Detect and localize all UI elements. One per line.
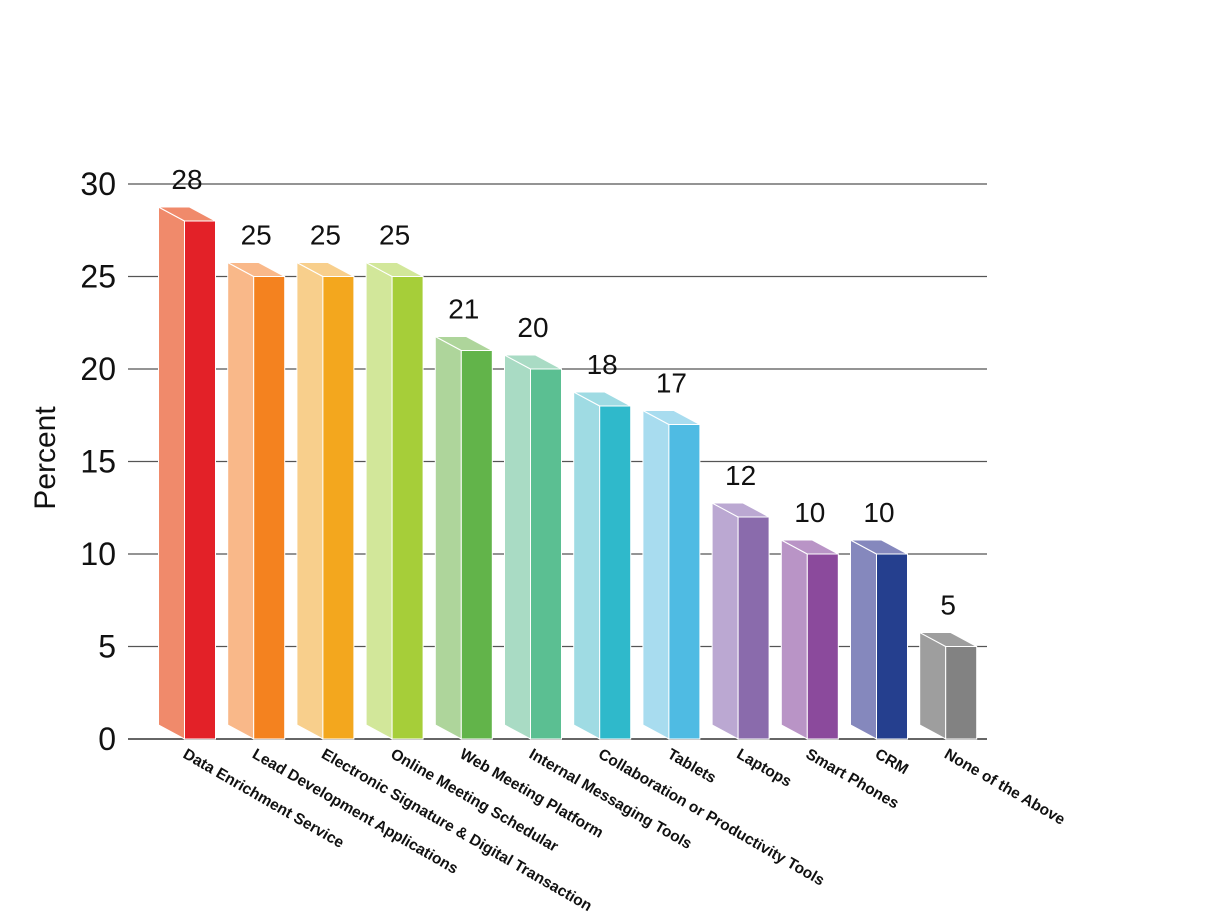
bar-front-face: [322, 276, 355, 740]
bar-front-face: [253, 276, 286, 740]
category-label: Tablets: [664, 746, 719, 787]
bar-side-face: [504, 354, 531, 740]
bar-front-face: [806, 553, 839, 740]
bar-side-face: [227, 261, 255, 740]
value-label: 18: [587, 349, 618, 380]
bar-side-face: [919, 631, 947, 740]
bar: [434, 335, 493, 740]
y-tick-label: 10: [80, 536, 116, 572]
value-label: 25: [310, 220, 341, 251]
bar-side-face: [434, 335, 462, 740]
y-tick-label: 5: [98, 629, 116, 665]
bar-side-face: [158, 206, 185, 740]
bar-front-face: [737, 516, 770, 740]
value-label: 10: [794, 497, 825, 528]
value-label: 17: [656, 368, 687, 399]
bar-front-face: [460, 350, 493, 740]
bar: [227, 261, 286, 740]
bar-side-face: [850, 539, 877, 740]
bar-front-face: [876, 553, 908, 740]
bar-side-face: [365, 261, 393, 740]
bar-front-face: [391, 276, 424, 740]
bar-side-face: [573, 391, 601, 740]
bar-front-face: [599, 405, 632, 740]
bar: [850, 539, 908, 740]
y-tick-label: 20: [80, 351, 116, 387]
bar-side-face: [711, 502, 739, 740]
value-label: 10: [863, 497, 894, 528]
y-tick-label: 30: [80, 166, 116, 202]
category-label: CRM: [872, 746, 911, 778]
bar: [504, 354, 562, 740]
bar-front-face: [668, 424, 701, 740]
bar: [365, 261, 424, 740]
y-tick-label: 0: [98, 721, 116, 757]
bar: [158, 206, 216, 740]
bar-front-face: [945, 646, 978, 740]
value-label: 12: [725, 460, 756, 491]
y-axis-ticks: 0 5 10 15 20 25 30: [80, 166, 116, 757]
category-label: None of the Above: [941, 746, 1068, 829]
y-tick-label: 15: [80, 444, 116, 480]
bar-side-face: [296, 261, 324, 740]
category-label: Laptops: [734, 746, 795, 791]
bar-front-face: [184, 220, 216, 740]
y-axis-title: Percent: [29, 406, 62, 510]
y-tick-label: 25: [80, 259, 116, 295]
value-label: 21: [448, 294, 479, 325]
bars: [158, 206, 978, 740]
bar: [642, 409, 701, 740]
value-label: 25: [379, 220, 410, 251]
bar-front-face: [530, 368, 562, 740]
bar-side-face: [642, 409, 670, 740]
value-label: 5: [940, 590, 956, 621]
bar: [573, 391, 632, 740]
bar: [711, 502, 770, 740]
value-label: 20: [517, 312, 548, 343]
bar-side-face: [780, 539, 808, 740]
bar: [919, 631, 978, 740]
bar: [296, 261, 355, 740]
value-label: 28: [171, 164, 202, 195]
value-label: 25: [241, 220, 272, 251]
value-labels: 28 25 25 25 21 20 18 17 12 10 10 5: [171, 164, 956, 621]
bar: [780, 539, 839, 740]
